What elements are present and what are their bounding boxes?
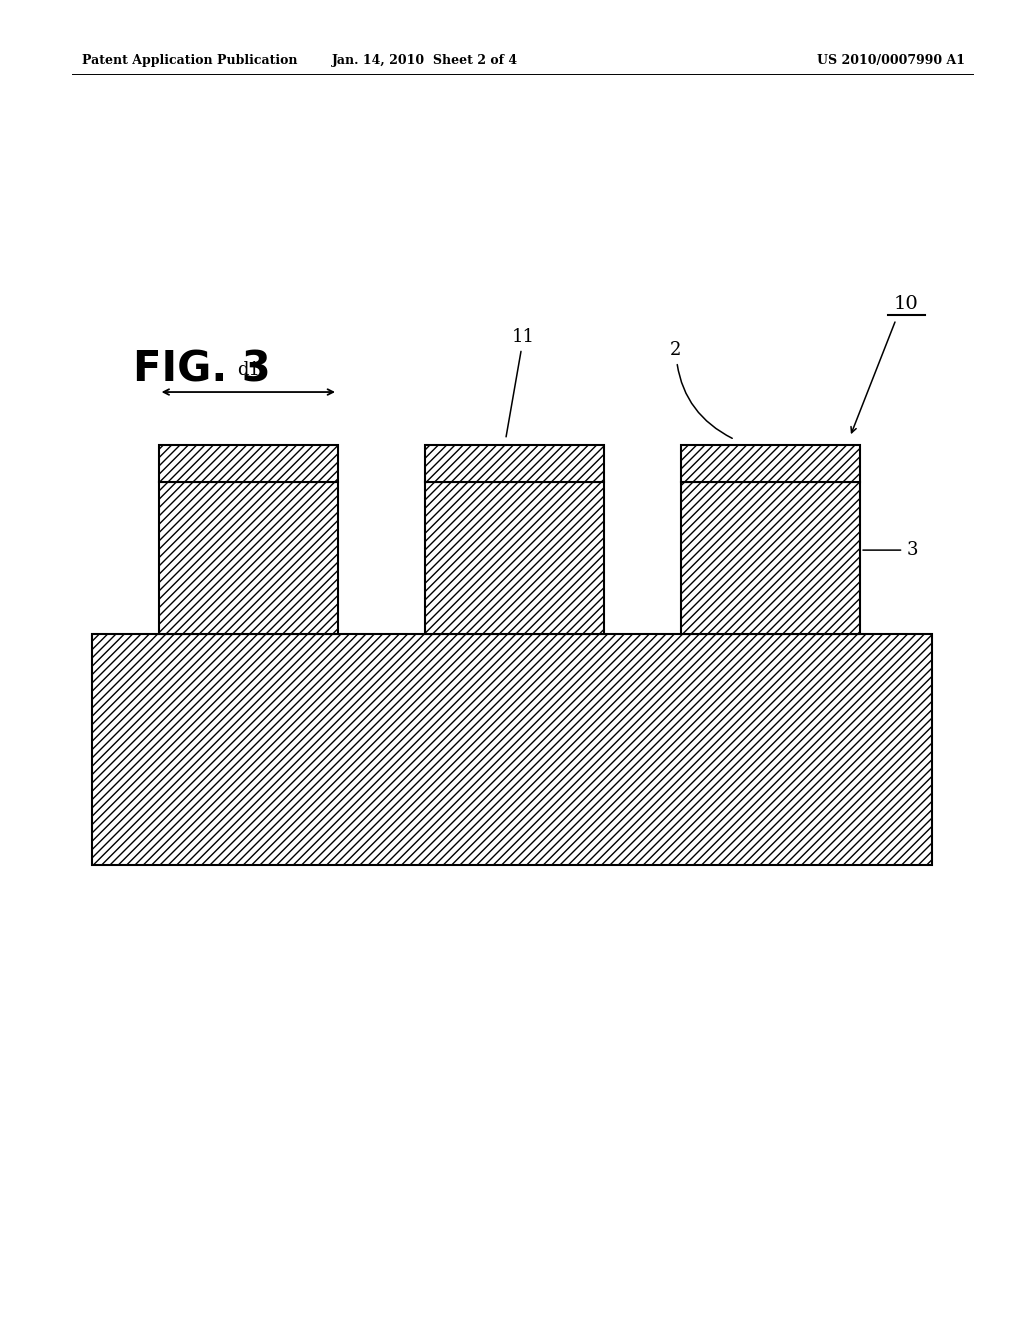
Text: 3: 3: [863, 541, 918, 560]
Bar: [425, 482, 604, 634]
Text: 2: 2: [670, 341, 732, 438]
Bar: [159, 482, 338, 634]
Text: US 2010/0007990 A1: US 2010/0007990 A1: [817, 54, 965, 67]
Bar: [92, 634, 932, 865]
Text: Jan. 14, 2010  Sheet 2 of 4: Jan. 14, 2010 Sheet 2 of 4: [332, 54, 518, 67]
Text: Patent Application Publication: Patent Application Publication: [82, 54, 297, 67]
Text: 10: 10: [894, 294, 919, 313]
Bar: [681, 445, 860, 482]
Text: 11: 11: [506, 327, 535, 437]
Bar: [681, 445, 860, 482]
Bar: [92, 634, 932, 865]
Bar: [159, 445, 338, 482]
Bar: [681, 482, 860, 634]
Bar: [425, 445, 604, 482]
Text: FIG. 3: FIG. 3: [133, 348, 271, 391]
Bar: [159, 482, 338, 634]
Bar: [425, 445, 604, 482]
Bar: [425, 482, 604, 634]
Bar: [159, 445, 338, 482]
Bar: [681, 482, 860, 634]
Text: d1: d1: [237, 360, 260, 379]
